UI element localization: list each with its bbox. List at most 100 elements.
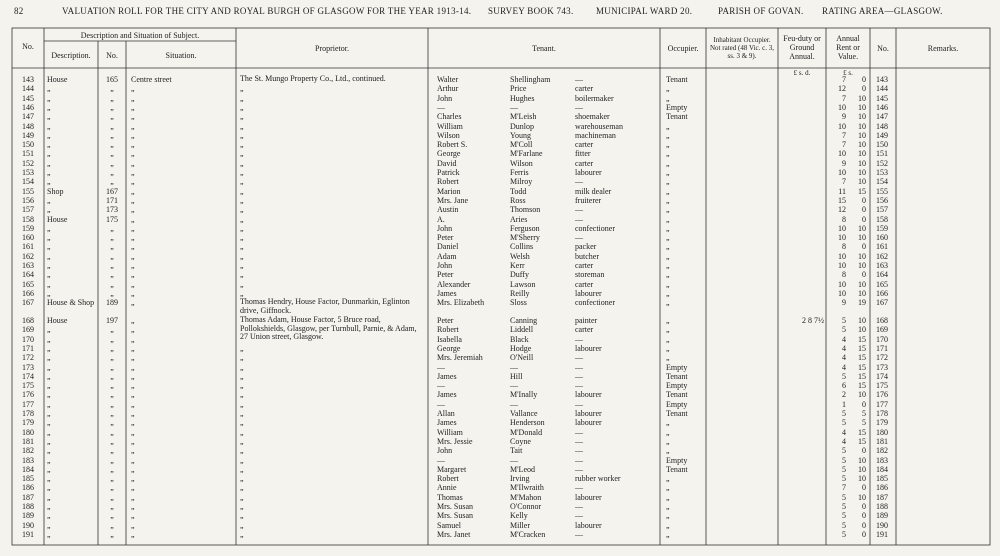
row-number: 182 (22, 446, 34, 456)
tenant-first-name: John (437, 446, 453, 456)
tenant-first-name: William (437, 121, 463, 131)
ward: MUNICIPAL WARD 20. (596, 6, 693, 16)
row-number: 169 (22, 325, 34, 335)
rent-shillings: 10 (858, 102, 866, 112)
occupier: „ (666, 298, 670, 308)
row-number-right: 155 (876, 186, 888, 196)
proprietor: „ (240, 186, 244, 196)
tenant-surname: Shellingham (510, 75, 551, 84)
col-header: Description and Situation of Subject. (80, 31, 200, 40)
rent-pounds: 15 (838, 195, 846, 205)
tenant-surname: Irving (510, 474, 530, 484)
proprietor: „ (240, 474, 244, 484)
rent-shillings: 0 (862, 399, 866, 409)
tenant-first-name: Mrs. Jessie (437, 436, 473, 446)
tenant-first-name: Mrs. Jeremiah (437, 353, 483, 363)
rent-shillings: 15 (858, 381, 866, 391)
occupier: „ (666, 270, 670, 280)
rent-pounds: 10 (838, 149, 846, 159)
rent-shillings: 15 (858, 427, 866, 437)
house-number: „ (110, 121, 114, 131)
row-number-right: 190 (876, 520, 888, 530)
tenant-surname: Miller (510, 520, 530, 530)
tenant-first-name: Peter (437, 270, 454, 280)
tenant-occupation: rubber worker (575, 474, 621, 484)
description: „ (47, 205, 51, 215)
house-number: „ (110, 455, 114, 465)
occupier: „ (666, 223, 670, 233)
rent-pounds: 5 (842, 371, 846, 381)
situation: „ (131, 362, 135, 372)
tenant-first-name: James (437, 288, 457, 298)
tenant-surname: — (510, 102, 518, 112)
proprietor: „ (240, 270, 244, 280)
house-number: „ (110, 362, 114, 372)
row-number-right: 151 (876, 149, 888, 159)
description: „ (47, 409, 51, 418)
occupier: „ (666, 325, 670, 335)
row-number: 164 (22, 270, 34, 280)
tenant-first-name: — (437, 455, 445, 465)
tenant-occupation: — (575, 446, 583, 456)
rent-shillings: 0 (862, 205, 866, 215)
occupier: „ (666, 511, 670, 521)
occupier: „ (666, 520, 670, 530)
rent-pounds: 7 (842, 177, 846, 187)
occupier: „ (666, 279, 670, 289)
rent-pounds: 5 (842, 520, 846, 530)
rent-pounds: 10 (838, 251, 846, 261)
situation: „ (131, 427, 135, 437)
description: „ (47, 529, 51, 539)
row-number-right: 153 (876, 168, 888, 177)
description: „ (47, 492, 51, 502)
tenant-first-name: — (437, 362, 445, 372)
situation: „ (131, 261, 135, 270)
rent-pounds: 12 (838, 84, 846, 94)
tenant-occupation: carter (575, 140, 594, 150)
situation: Centre street (131, 75, 172, 84)
rent-shillings: 0 (862, 214, 866, 224)
tenant-occupation: — (575, 334, 583, 344)
proprietor: „ (240, 233, 244, 243)
proprietor: „ (240, 520, 244, 530)
occupier: „ (666, 84, 670, 94)
rent-shillings: 10 (858, 112, 866, 122)
rating-area: RATING AREA—GLASGOW. (822, 6, 943, 16)
proprietor: „ (240, 288, 244, 298)
row-number-right: 185 (876, 474, 888, 484)
rent-shillings: 10 (858, 121, 866, 131)
tenant-first-name: Robert S. (437, 140, 468, 150)
row-number: 185 (22, 474, 34, 484)
row-number: 173 (22, 362, 34, 372)
proprietor: „ (240, 279, 244, 289)
tenant-first-name: — (437, 102, 445, 112)
rent-pounds: 7 (842, 483, 846, 493)
house-number: „ (110, 511, 114, 521)
house-number: „ (110, 418, 114, 428)
row-number-right: 172 (876, 353, 888, 363)
tenant-first-name: Walter (437, 75, 459, 84)
tenant-first-name: Robert (437, 474, 459, 484)
rent-shillings: 10 (858, 158, 866, 168)
tenant-occupation: — (575, 75, 583, 84)
situation: „ (131, 112, 135, 122)
tenant-occupation: — (575, 177, 583, 187)
description: „ (47, 325, 51, 335)
rent-shillings: 10 (858, 140, 866, 150)
col-header: No. (106, 51, 118, 60)
tenant-occupation: — (575, 455, 583, 465)
proprietor: Thomas Hendry, House Factor, Dunmarkin, … (240, 297, 410, 315)
tenant-surname: Todd (510, 186, 527, 196)
row-number: 186 (22, 483, 34, 493)
description: „ (47, 436, 51, 446)
description: „ (47, 511, 51, 521)
row-number-right: 157 (876, 205, 888, 215)
proprietor: „ (240, 261, 244, 270)
occupier: „ (666, 343, 670, 353)
tenant-first-name: Wilson (437, 130, 460, 140)
tenant-occupation: carter (575, 158, 594, 168)
occupier: „ (666, 427, 670, 437)
description: „ (47, 177, 51, 187)
